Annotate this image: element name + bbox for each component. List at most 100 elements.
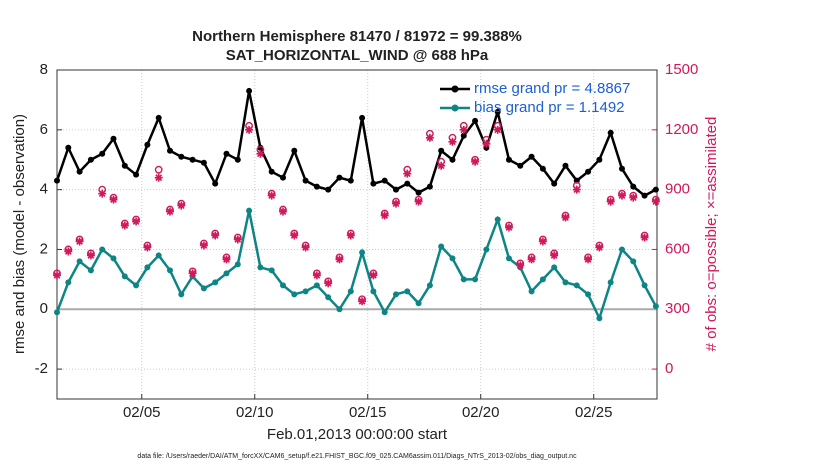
point xyxy=(562,279,569,286)
assimilated-marker xyxy=(199,241,208,250)
point xyxy=(166,267,173,274)
point xyxy=(99,246,106,253)
assimilated-marker xyxy=(301,243,310,252)
point xyxy=(291,147,298,154)
point xyxy=(347,177,354,184)
point xyxy=(268,267,275,274)
legend-label: bias grand pr = 1.1492 xyxy=(474,99,625,116)
assimilated-marker xyxy=(651,197,660,206)
legend-marker xyxy=(451,85,459,93)
point xyxy=(618,165,625,172)
point xyxy=(392,186,399,193)
assimilated-marker xyxy=(629,193,638,202)
assimilated-marker xyxy=(606,197,615,206)
point xyxy=(539,165,546,172)
assimilated-marker xyxy=(358,297,367,306)
assimilated-marker xyxy=(154,173,163,182)
chart-subtitle: SAT_HORIZONTAL_WIND @ 688 hPa xyxy=(226,47,489,64)
y2-tick-label: 300 xyxy=(665,300,690,317)
point xyxy=(438,147,445,154)
point xyxy=(336,174,343,181)
y2-tick-label: 600 xyxy=(665,240,690,257)
assimilated-marker xyxy=(335,255,344,264)
point xyxy=(528,288,535,295)
point xyxy=(415,189,422,196)
point xyxy=(404,180,411,187)
point xyxy=(652,303,659,310)
point xyxy=(607,129,614,136)
point xyxy=(585,291,592,298)
point xyxy=(585,168,592,175)
point xyxy=(630,258,637,265)
point xyxy=(438,243,445,250)
x-tick-label: 02/20 xyxy=(462,404,500,421)
point xyxy=(200,285,207,292)
point xyxy=(189,156,196,163)
point xyxy=(460,276,467,283)
point xyxy=(618,246,625,253)
y-tick-label: 6 xyxy=(40,121,48,138)
point xyxy=(370,288,377,295)
point xyxy=(144,141,151,148)
point xyxy=(144,264,151,271)
assimilated-marker xyxy=(98,189,107,198)
assimilated-marker xyxy=(233,235,242,244)
point xyxy=(234,156,241,163)
series-line xyxy=(55,90,657,198)
x-tick-label: 02/25 xyxy=(575,404,613,421)
assimilated-marker xyxy=(86,251,95,260)
point xyxy=(223,270,230,277)
point xyxy=(517,162,524,169)
point xyxy=(257,264,264,271)
assimilated-marker xyxy=(437,161,446,170)
point xyxy=(505,255,512,262)
point xyxy=(54,177,60,184)
point xyxy=(551,180,558,187)
assimilated-marker xyxy=(561,213,570,222)
point xyxy=(291,291,298,298)
point xyxy=(200,159,207,166)
x-tick-label: 02/10 xyxy=(236,404,274,421)
assimilated-marker xyxy=(165,207,174,216)
assimilated-marker xyxy=(312,271,321,280)
possible-marker xyxy=(154,165,163,174)
point xyxy=(392,291,399,298)
point xyxy=(246,87,253,94)
assimilated-marker xyxy=(572,185,581,194)
point xyxy=(381,177,388,184)
assimilated-marker xyxy=(132,217,141,226)
legend-label: rmse grand pr = 4.8867 xyxy=(474,80,630,97)
y-tick-label: 4 xyxy=(40,181,48,198)
assimilated-marker xyxy=(504,223,513,232)
assimilated-marker xyxy=(346,231,355,240)
point xyxy=(133,171,140,178)
y2-tick-label: 1200 xyxy=(665,121,698,138)
assimilated-marker xyxy=(414,197,423,206)
point xyxy=(641,192,648,199)
assimilated-marker xyxy=(459,125,468,134)
assimilated-marker xyxy=(211,231,220,240)
point xyxy=(110,135,117,142)
point xyxy=(596,156,603,163)
point xyxy=(121,162,128,169)
x-tick-label: 02/15 xyxy=(349,404,387,421)
point xyxy=(494,108,501,115)
point xyxy=(212,279,219,286)
point xyxy=(494,216,501,223)
plot-area xyxy=(57,70,657,399)
plot-frame xyxy=(56,69,658,400)
assimilated-marker xyxy=(290,231,299,240)
point xyxy=(279,174,286,181)
assimilated-marker xyxy=(120,221,129,230)
point xyxy=(472,276,479,283)
assimilated-marker xyxy=(256,149,265,158)
chart-title: Northern Hemisphere 81470 / 81972 = 99.3… xyxy=(192,28,522,45)
point xyxy=(551,264,558,271)
point xyxy=(505,156,512,163)
assimilated-marker xyxy=(391,199,400,208)
point xyxy=(110,255,117,262)
point xyxy=(166,147,173,154)
y-axis-label: rmse and bias (model - observation) xyxy=(11,114,28,354)
footnote: data file: /Users/raeder/DAI/ATM_forcXX/… xyxy=(137,453,577,460)
point xyxy=(246,207,253,214)
